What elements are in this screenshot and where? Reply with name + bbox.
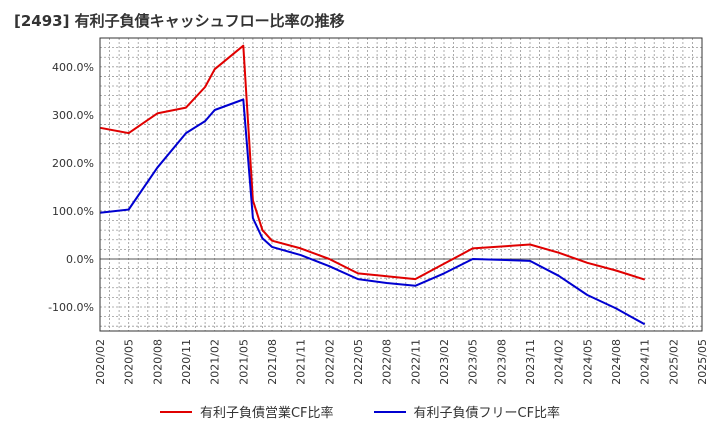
x-tick-label: 2022/02 (323, 339, 336, 385)
legend-label-operating-cf: 有利子負債営業CF比率 (199, 406, 334, 421)
x-tick-label: 2024/11 (639, 339, 652, 385)
legend: 有利子負債営業CF比率 有利子負債フリーCF比率 (0, 402, 720, 421)
x-tick-label: 2022/08 (381, 339, 394, 385)
y-tick-label: 200.0% (52, 157, 94, 170)
x-tick-label: 2024/05 (581, 339, 594, 385)
x-tick-label: 2021/08 (266, 339, 279, 385)
x-tick-label: 2021/05 (237, 339, 250, 385)
legend-swatch-free-cf (373, 410, 406, 413)
x-tick-label: 2020/05 (123, 339, 136, 385)
x-tick-label: 2025/02 (667, 339, 680, 385)
plot-frame (99, 37, 703, 332)
x-tick-label: 2022/11 (409, 339, 422, 385)
legend-swatch-operating-cf (159, 410, 192, 413)
x-tick-label: 2020/02 (94, 339, 107, 385)
x-tick-label: 2023/11 (524, 339, 537, 385)
y-tick-label: 300.0% (52, 109, 94, 122)
y-tick-label: 400.0% (52, 61, 94, 74)
x-tick-label: 2020/11 (180, 339, 193, 385)
x-tick-label: 2023/02 (438, 339, 451, 385)
x-tick-label: 2022/05 (352, 339, 365, 385)
y-axis: -100.0% 0.0% 100.0% 200.0% 300.0% 400.0% (48, 61, 94, 314)
series-layer (99, 44, 646, 326)
x-tick-label: 2023/08 (495, 339, 508, 385)
legend-label-free-cf: 有利子負債フリーCF比率 (413, 406, 561, 421)
x-tick-label: 2023/05 (467, 339, 480, 385)
x-axis: 2020/02 2020/05 2020/08 2020/11 2021/02 2021/… (94, 339, 709, 385)
x-tick-label: 2021/11 (295, 339, 308, 385)
x-tick-label: 2024/02 (553, 339, 566, 385)
legend-item-operating-cf: 有利子負債営業CF比率 (159, 402, 334, 421)
x-tick-label: 2025/05 (696, 339, 709, 385)
x-tick-label: 2020/08 (151, 339, 164, 385)
x-tick-label: 2024/08 (610, 339, 623, 385)
x-tick-label: 2021/02 (209, 339, 222, 385)
y-tick-label: -100.0% (48, 301, 94, 314)
chart-title: [2493] 有利子負債キャッシュフロー比率の推移 (14, 12, 345, 30)
series-line-0 (99, 44, 646, 281)
series-line-1 (99, 98, 646, 326)
legend-item-free-cf: 有利子負債フリーCF比率 (373, 402, 561, 421)
y-tick-label: 100.0% (52, 205, 94, 218)
grid-layer (99, 37, 703, 331)
y-tick-label: 0.0% (66, 253, 94, 266)
